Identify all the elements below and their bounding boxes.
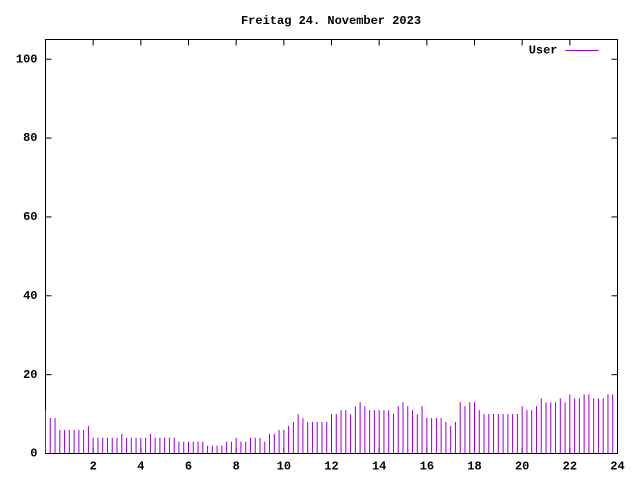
y-tick-label: 20: [23, 368, 37, 382]
x-tick-label: 4: [137, 460, 144, 474]
x-tick-label: 16: [420, 460, 434, 474]
x-tick-label: 12: [324, 460, 338, 474]
x-tick-label: 22: [563, 460, 577, 474]
x-tick-label: 8: [233, 460, 240, 474]
x-tick-label: 24: [610, 460, 624, 474]
x-tick-label: 20: [515, 460, 529, 474]
x-tick-label: 18: [467, 460, 481, 474]
y-tick-label: 0: [30, 447, 37, 461]
legend-label: User: [529, 44, 558, 58]
x-tick-label: 2: [90, 460, 97, 474]
y-tick-label: 60: [23, 210, 37, 224]
x-tick-label: 6: [185, 460, 192, 474]
y-tick-label: 80: [23, 131, 37, 145]
chart-title: Freitag 24. November 2023: [241, 14, 421, 28]
x-tick-label: 10: [277, 460, 291, 474]
y-tick-label: 100: [16, 52, 38, 66]
x-tick-label: 14: [372, 460, 386, 474]
y-tick-label: 40: [23, 289, 37, 303]
